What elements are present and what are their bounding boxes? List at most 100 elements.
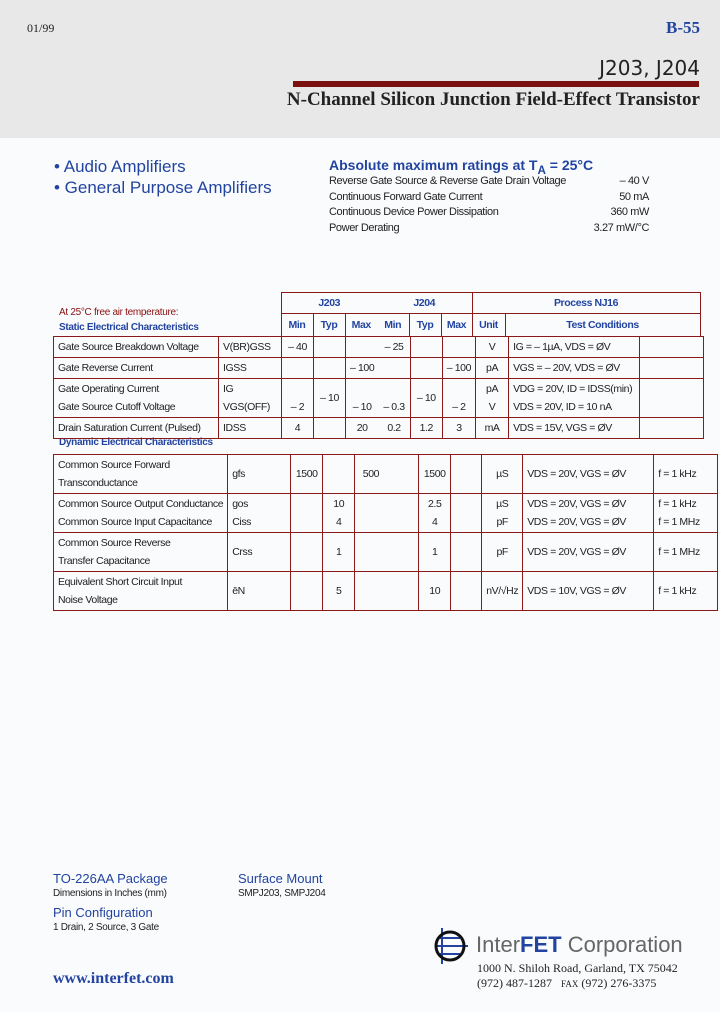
symbol: IGSS	[218, 357, 282, 379]
company-name: InterFET Corporation	[476, 932, 683, 958]
parameter: Drain Saturation Current (Pulsed)	[53, 417, 219, 439]
group-process: Process NJ16	[471, 292, 701, 314]
smt-parts: SMPJ203, SMPJ204	[238, 888, 326, 899]
address: 1000 N. Shiloh Road, Garland, TX 75042	[477, 961, 678, 975]
rating-label: Continuous Device Power Dissipation	[329, 206, 499, 218]
unit: pF	[481, 532, 524, 572]
group-j203: J203	[280, 292, 377, 314]
value-cell	[386, 493, 420, 533]
abs-max-title: Absolute maximum ratings at TA = 25°C	[329, 157, 593, 177]
rating-label: Power Derating	[329, 221, 400, 234]
header-band	[0, 0, 720, 138]
value-cell	[313, 336, 346, 358]
rating-value: 50 mA	[619, 190, 649, 203]
value-cell: 1500	[290, 454, 324, 494]
value-cell	[386, 571, 420, 611]
value-cell	[290, 571, 324, 611]
unit: pA V	[475, 378, 510, 418]
symbol: ēN	[227, 571, 292, 611]
frequency: f = 1 kHz f = 1 MHz	[653, 493, 719, 533]
symbol: V(BR)GSS	[218, 336, 282, 358]
feature: • Audio Amplifiers	[54, 157, 186, 176]
company-a: Inter	[476, 932, 521, 957]
test-condition: VDG = 20V, ID = IDSS(min) VDS = 20V, ID …	[508, 378, 641, 418]
col-test-conditions: Test Conditions	[504, 313, 701, 337]
parameter: Gate Reverse Current	[53, 357, 219, 379]
contact: (972) 487-1287 FAX (972) 276-3375	[477, 976, 656, 991]
col-typ: Typ	[312, 313, 346, 337]
frequency: f = 1 kHz	[653, 571, 719, 611]
value-cell: 2.5 4	[418, 493, 452, 533]
symbol: Crss	[227, 532, 292, 572]
feature: • General Purpose Amplifiers	[54, 178, 272, 197]
value-cell: 10 4	[322, 493, 356, 533]
value-cell	[313, 417, 346, 439]
value-cell	[386, 454, 420, 494]
rating-value: 3.27 mW/°C	[593, 221, 650, 234]
test-condition: VDS = 20V, VGS = ØV VDS = 20V, VGS = ØV	[522, 493, 655, 533]
value-cell: 3	[441, 417, 477, 439]
test-condition: VDS = 15V, VGS = ØV	[508, 417, 641, 439]
col-typ: Typ	[408, 313, 442, 337]
value-cell	[345, 336, 379, 358]
table-row: Equivalent Short Circuit Input Noise Vol…	[52, 571, 719, 611]
unit: µS pF	[481, 493, 524, 533]
fax-label: FAX	[561, 979, 579, 989]
frequency	[639, 378, 705, 418]
table-row: Gate Reverse Current IGSS – 100– 100 pA VGS …	[53, 357, 705, 379]
col-max: Max	[440, 313, 473, 337]
col-min: Min	[280, 313, 314, 337]
frequency	[639, 336, 705, 358]
value-cell: 1.2	[409, 417, 443, 439]
value-cell: – 2	[441, 378, 477, 418]
table-row: Gate Operating Current Gate Source Cutof…	[53, 378, 705, 418]
value-cell: – 25	[378, 336, 411, 358]
value-cell	[409, 357, 443, 379]
page-title: N-Channel Silicon Junction Field-Effect …	[286, 89, 700, 110]
table-row: Gate Source Breakdown Voltage V(BR)GSS – 4…	[53, 336, 705, 358]
value-cell	[290, 493, 324, 533]
test-condition: VDS = 10V, VGS = ØV	[522, 571, 655, 611]
value-cell	[313, 357, 346, 379]
company-c: Corporation	[561, 932, 683, 957]
title-end: = 25°C	[545, 157, 594, 173]
value-cell	[409, 336, 443, 358]
website-link[interactable]: www.interfet.com	[53, 970, 174, 987]
symbol: gos Ciss	[227, 493, 292, 533]
value-cell: 1	[322, 532, 356, 572]
abs-max-list: Reverse Gate Source & Reverse Gate Drain…	[329, 175, 649, 237]
table-row: Common Source Output Conductance Common …	[52, 493, 719, 533]
frequency: f = 1 kHz	[653, 454, 719, 494]
col-min: Min	[377, 313, 410, 337]
symbol: IG VGS(OFF)	[218, 378, 282, 418]
value-cell: 4	[281, 417, 314, 439]
value-cell	[441, 336, 477, 358]
package-title: TO-226AA Package	[53, 871, 168, 886]
parameter: Common Source Reverse Transfer Capacitan…	[52, 532, 229, 572]
value-cell: – 0.3	[378, 378, 411, 418]
parameter: Common Source Output Conductance Common …	[52, 493, 229, 533]
pins: 1 Drain, 2 Source, 3 Gate	[53, 922, 159, 933]
unit: µS	[481, 454, 524, 494]
smt-title: Surface Mount	[238, 871, 323, 886]
parameter: Common Source Forward Transconductance	[52, 454, 229, 494]
interfet-logo-icon	[434, 928, 468, 964]
frequency	[639, 417, 705, 439]
rating-value: 360 mW	[610, 206, 649, 218]
test-condition: VGS = – 20V, VDS = ØV	[508, 357, 641, 379]
value-cell	[354, 571, 387, 611]
rating-label: Reverse Gate Source & Reverse Gate Drain…	[329, 175, 566, 187]
value-cell: – 10	[345, 378, 379, 418]
part-number: J203, J204	[599, 56, 700, 80]
test-condition: IG = – 1µA, VDS = ØV	[508, 336, 641, 358]
frequency	[639, 357, 705, 379]
value-cell	[354, 493, 387, 533]
title-sub: A	[537, 163, 546, 177]
value-cell	[450, 532, 483, 572]
date: 01/99	[27, 21, 55, 35]
value-cell	[281, 357, 314, 379]
company-b: FET	[520, 932, 562, 957]
unit: V	[475, 336, 510, 358]
test-condition: VDS = 20V, VGS = ØV	[522, 532, 655, 572]
value-cell	[378, 357, 411, 379]
